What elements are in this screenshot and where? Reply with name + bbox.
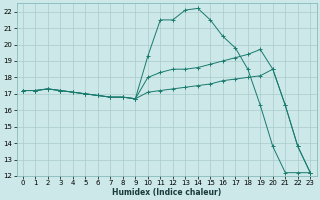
X-axis label: Humidex (Indice chaleur): Humidex (Indice chaleur)	[112, 188, 221, 197]
